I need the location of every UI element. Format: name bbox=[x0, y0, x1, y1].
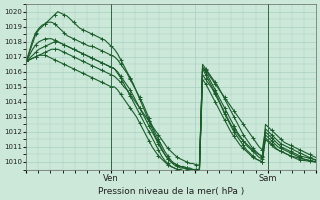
X-axis label: Pression niveau de la mer( hPa ): Pression niveau de la mer( hPa ) bbox=[98, 187, 244, 196]
